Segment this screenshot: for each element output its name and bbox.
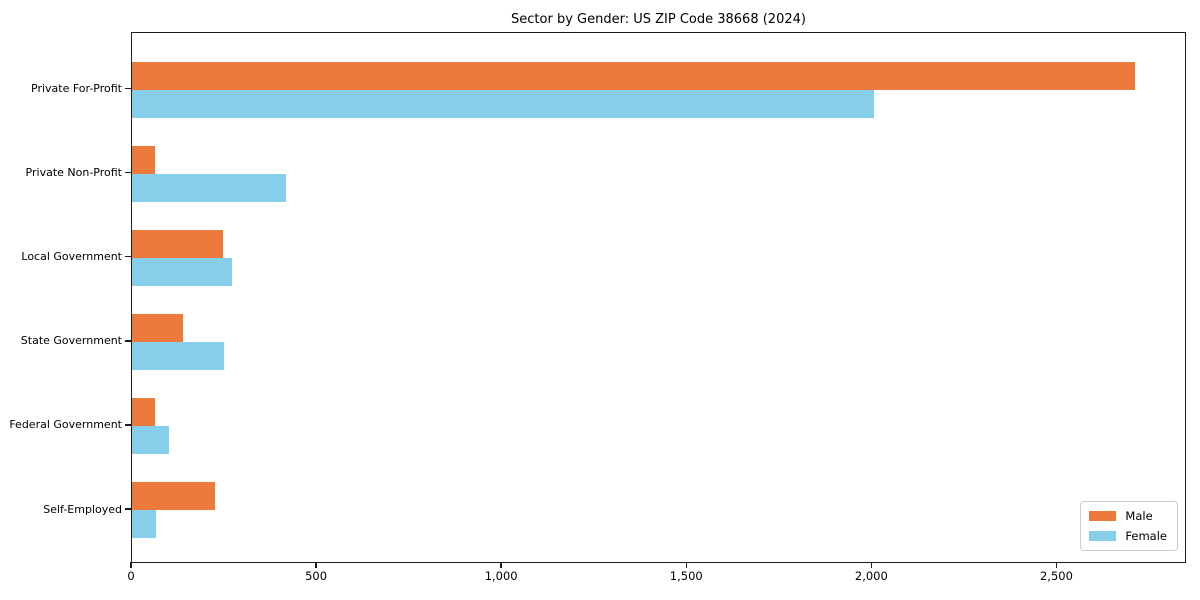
y-tick-mark: [125, 508, 131, 510]
bar-male-1: [132, 145, 156, 174]
y-tick-label: Self-Employed: [43, 502, 122, 516]
y-tick-label: Private For-Profit: [31, 82, 122, 95]
x-tick-mark: [685, 561, 687, 568]
bar-male-5: [132, 482, 215, 510]
x-tick-label: 0: [127, 569, 135, 583]
female-swatch: [1089, 531, 1117, 541]
x-tick-label: 1,000: [484, 569, 518, 583]
x-tick-label: 2,000: [854, 569, 888, 583]
x-tick-mark: [130, 561, 132, 568]
x-tick-mark: [1055, 561, 1058, 568]
male-swatch: [1089, 511, 1117, 521]
bar-female-2: [132, 257, 232, 286]
bar-female-3: [132, 341, 224, 370]
bar-male-4: [132, 397, 155, 426]
legend-entry-male: Male: [1089, 509, 1167, 523]
y-tick-mark: [125, 171, 131, 174]
bar-male-3: [132, 313, 183, 342]
y-tick-mark: [125, 87, 131, 90]
bar-female-0: [132, 89, 875, 118]
y-tick-mark: [125, 340, 131, 342]
legend-label-female: Female: [1125, 529, 1167, 543]
y-tick-mark: [125, 255, 131, 258]
x-tick-label: 2,500: [1039, 569, 1073, 583]
legend-label-male: Male: [1125, 509, 1153, 523]
legend-entry-female: Female: [1089, 529, 1167, 543]
chart-title: Sector by Gender: US ZIP Code 38668 (202…: [511, 12, 806, 27]
y-tick-mark: [125, 424, 131, 426]
plot-area: Male Female: [131, 32, 1186, 563]
legend: Male Female: [1080, 501, 1178, 551]
y-tick-label: Private Non-Profit: [25, 166, 122, 180]
bar-female-5: [132, 510, 156, 538]
bar-male-2: [132, 229, 223, 258]
x-tick-mark: [870, 561, 873, 568]
bar-female-4: [132, 425, 170, 454]
y-tick-label: Local Government: [21, 250, 122, 264]
x-tick-label: 500: [305, 569, 328, 583]
x-tick-mark: [315, 561, 317, 568]
bar-female-1: [132, 173, 286, 202]
y-tick-label: Federal Government: [9, 418, 122, 432]
x-tick-mark: [500, 561, 502, 568]
bar-male-0: [132, 61, 1136, 90]
y-tick-label: State Government: [20, 334, 122, 348]
x-tick-label: 1,500: [669, 569, 703, 583]
